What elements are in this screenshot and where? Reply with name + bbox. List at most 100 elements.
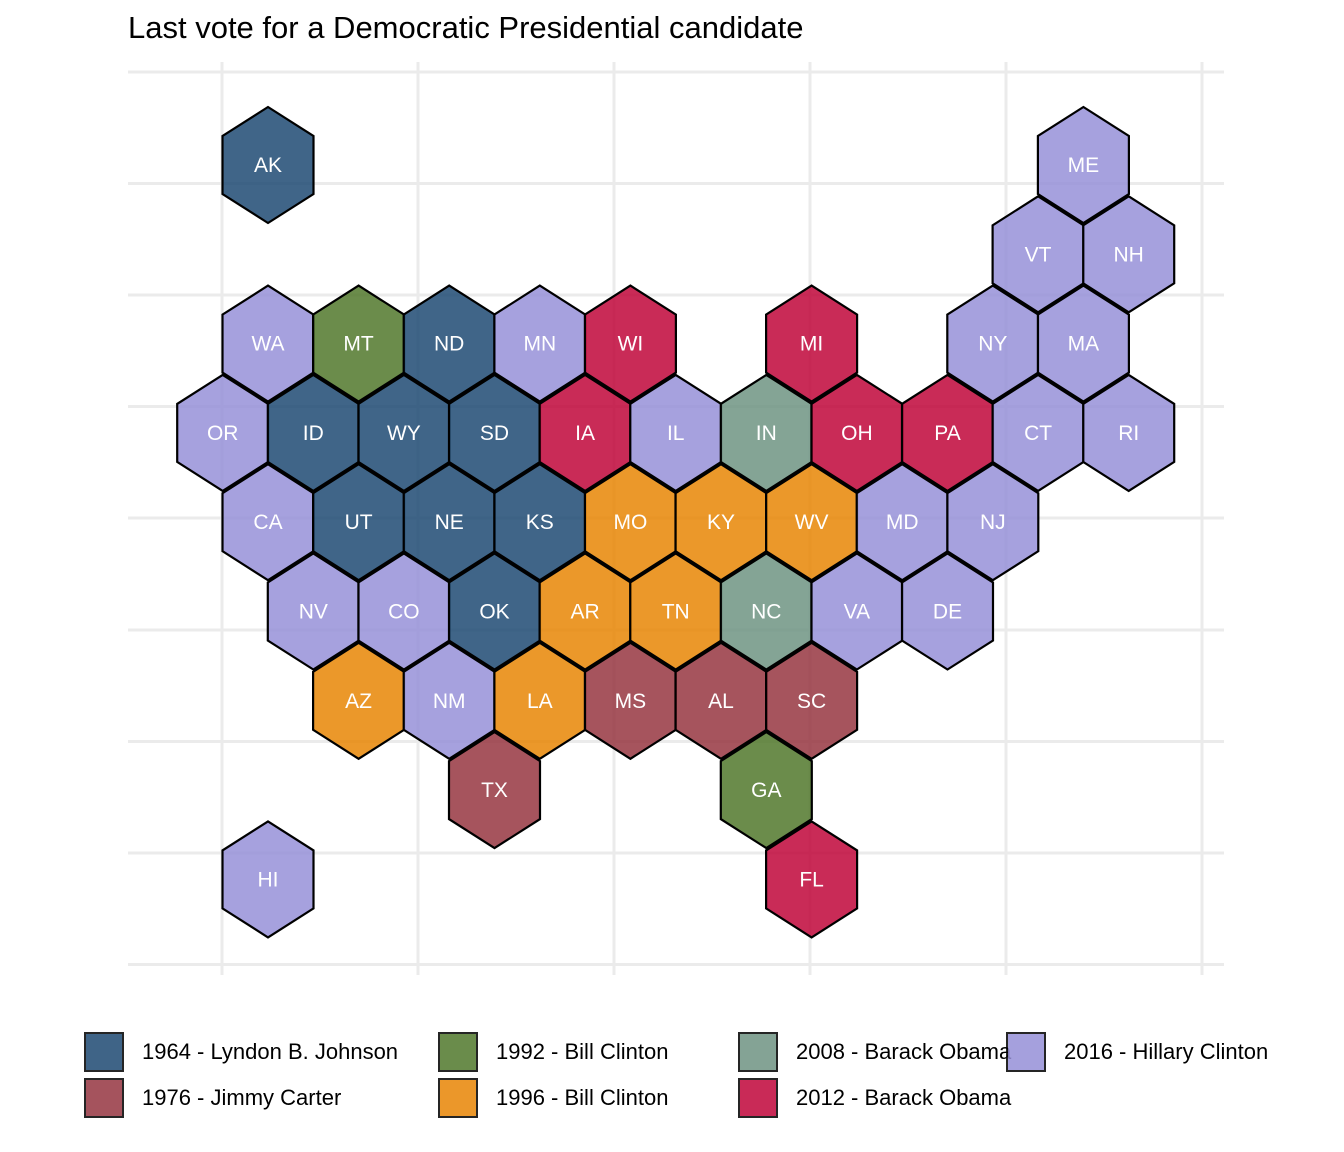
state-hex-nc: NC [719,552,813,671]
hexagon [221,105,315,225]
state-label: LA [527,690,553,713]
state-hex-ny: NY [946,284,1040,403]
state-label: WA [251,333,284,356]
legend-item: 2016 - Hillary Clinton [1006,1030,1268,1074]
state-hex-wi: WI [583,284,678,403]
state-label: MO [613,511,647,534]
state-label: NH [1114,243,1144,266]
hexagon [1082,194,1176,314]
state-label: TX [481,779,508,802]
state-label: MI [800,333,823,356]
state-hex-ut: UT [312,462,406,582]
state-label: VA [844,601,870,624]
hexagon [1036,105,1131,225]
state-hex-ri: RI [1082,373,1176,493]
hexagon [1082,373,1176,493]
state-label: WV [795,511,829,534]
legend-item: 2008 - Barack Obama [738,1030,1011,1074]
state-label: CO [388,601,420,624]
legend-label: 1964 - Lyndon B. Johnson [142,1039,399,1064]
state-label: ID [303,422,324,445]
state-hex-va: VA [810,552,904,671]
legend-label: 1992 - Bill Clinton [496,1039,669,1064]
state-label: UT [345,511,373,534]
state-hex-nd: ND [402,284,496,403]
state-label: GA [751,779,781,802]
state-label: IA [575,422,595,445]
state-label: RI [1118,422,1139,445]
state-hex-me: ME [1036,105,1131,225]
state-hex-de: DE [900,552,995,671]
legend-swatch [438,1078,478,1118]
hexagon [1036,284,1131,403]
state-label: NC [751,601,781,624]
legend-item: 1996 - Bill Clinton [438,1076,668,1120]
state-label: FL [799,868,824,891]
state-hex-al: AL [674,641,768,761]
state-label: MN [523,333,556,356]
legend-swatch [84,1078,124,1118]
state-hex-tx: TX [447,730,542,850]
state-hex-md: MD [855,462,949,582]
state-label: NY [978,333,1007,356]
state-label: NV [299,601,328,624]
state-hex-ma: MA [1036,284,1131,403]
hexagon [221,820,315,939]
state-hex-mi: MI [764,284,859,403]
state-label: DE [933,601,962,624]
state-hex-ky: KY [674,462,768,582]
state-label: WY [387,422,421,445]
state-label: MT [343,333,373,356]
state-hex-fl: FL [764,820,859,939]
state-label: WI [618,333,644,356]
state-hex-ak: AK [221,105,315,225]
state-hex-mn: MN [493,284,587,403]
state-label: KS [526,511,554,534]
state-label: NJ [980,511,1006,534]
state-label: SC [797,690,826,713]
hexagon [764,641,859,761]
hexagon [719,730,813,850]
state-label: VT [1025,243,1052,266]
state-hex-hi: HI [221,820,315,939]
legend-label: 1976 - Jimmy Carter [142,1085,342,1110]
state-hex-wy: WY [357,373,451,493]
state-hex-ks: KS [493,462,587,582]
state-label: PA [934,422,960,445]
hexagon [946,462,1040,582]
state-label: IN [756,422,777,445]
state-hex-co: CO [357,552,451,671]
state-label: AR [571,601,600,624]
hex-map: AK ME VT NH WA MT ND MN WI MI NY MA OR ID WY SD IA IL IN OH… [128,62,1224,975]
state-label: HI [258,868,279,891]
state-hex-nh: NH [1082,194,1176,314]
state-label: OR [207,422,239,445]
state-label: ME [1068,154,1100,177]
hexagon [764,820,859,939]
state-label: NM [433,690,466,713]
legend-label: 2008 - Barack Obama [796,1039,1012,1064]
legend-swatch [1006,1032,1046,1072]
state-label: AL [708,690,734,713]
state-label: MS [615,690,647,713]
hexagon [583,284,678,403]
state-hex-la: LA [493,641,587,761]
legend-swatch [438,1032,478,1072]
legend-swatch [84,1032,124,1072]
state-label: MA [1068,333,1100,356]
legend-item: 1964 - Lyndon B. Johnson [84,1030,398,1074]
legend-item: 1992 - Bill Clinton [438,1030,668,1074]
state-label: CT [1024,422,1052,445]
state-hex-sc: SC [764,641,859,761]
state-label: CA [253,511,282,534]
legend-label: 1996 - Bill Clinton [496,1085,669,1110]
legend-item: 2012 - Barack Obama [738,1076,1011,1120]
legend-label: 2012 - Barack Obama [796,1085,1012,1110]
state-hex-nj: NJ [946,462,1040,582]
state-hex-mo: MO [583,462,678,582]
state-label: MD [886,511,919,534]
state-hex-mt: MT [312,284,406,403]
state-hexagons: AK ME VT NH WA MT ND MN WI MI NY MA OR ID WY SD IA IL IN OH… [176,105,1176,939]
state-label: NE [435,511,464,534]
legend-swatch [738,1032,778,1072]
